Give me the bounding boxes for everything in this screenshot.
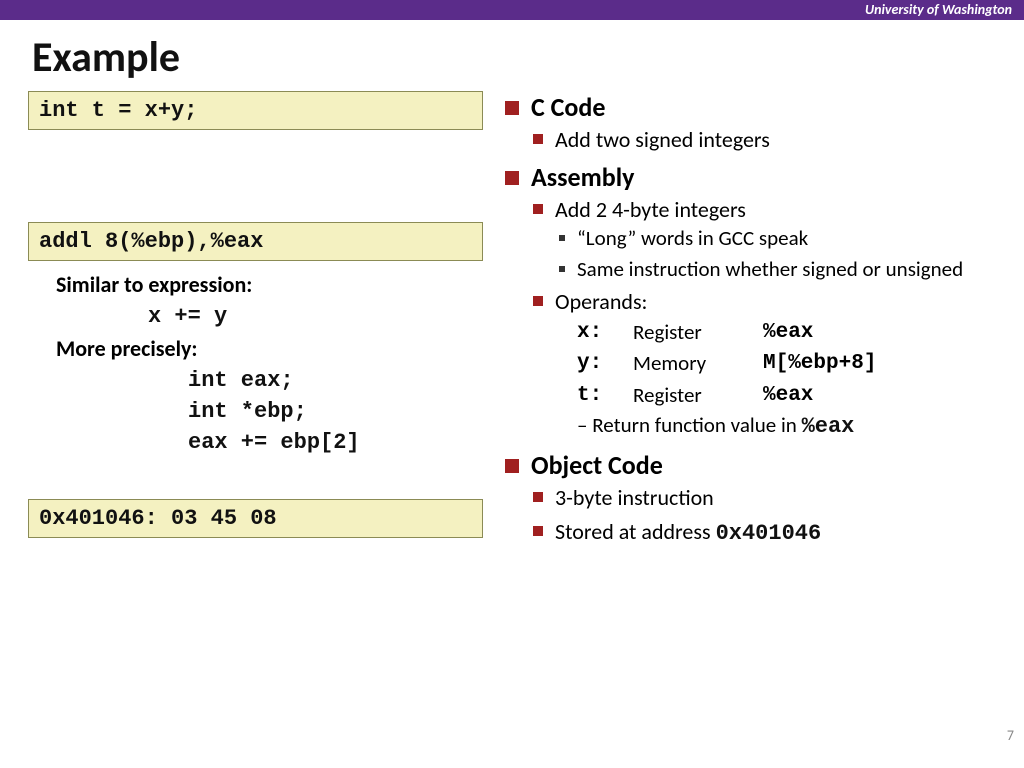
- line3: eax += ebp[2]: [188, 430, 483, 455]
- code-c-text: int t = x+y;: [39, 98, 197, 123]
- op-t-var: t:: [577, 380, 633, 412]
- op-y-var: y:: [577, 348, 633, 380]
- bullet-stored-at: Stored at address 0x401046: [531, 517, 996, 549]
- header-bar: University of Washington: [0, 0, 1024, 20]
- codebox-c: int t = x+y;: [28, 91, 483, 130]
- code-obj-text: 0x401046: 03 45 08: [39, 506, 277, 531]
- codebox-obj: 0x401046: 03 45 08: [28, 499, 483, 538]
- op-x-var: x:: [577, 317, 633, 349]
- heading-object-code: Object Code: [531, 449, 663, 481]
- code-asm-text: addl 8(%ebp),%eax: [39, 229, 263, 254]
- return-prefix: Return function value in: [592, 412, 801, 438]
- bullet-add-two: Add two signed integers: [531, 125, 996, 155]
- bullet-add-4byte: Add 2 4-byte integers “Long” words in GC…: [531, 195, 996, 283]
- operand-row-t: t: Register %eax: [577, 380, 996, 412]
- expr1: x += y: [148, 304, 483, 329]
- label-precise: More precisely:: [56, 335, 483, 362]
- return-note: Return function value in %eax: [577, 411, 996, 443]
- section-c-code: C Code Add two signed integers: [505, 91, 996, 155]
- bullet-long-words: “Long” words in GCC speak: [555, 224, 996, 252]
- return-reg: %eax: [802, 414, 855, 439]
- left-column: int t = x+y; addl 8(%ebp),%eax Similar t…: [28, 91, 483, 554]
- heading-c-code: C Code: [531, 91, 605, 123]
- op-x-loc: %eax: [763, 317, 813, 349]
- stored-prefix: Stored at address: [555, 518, 716, 545]
- heading-assembly: Assembly: [531, 161, 634, 193]
- codebox-asm: addl 8(%ebp),%eax: [28, 222, 483, 261]
- operand-row-y: y: Memory M[%ebp+8]: [577, 348, 996, 380]
- stored-addr: 0x401046: [716, 521, 822, 546]
- section-object-code: Object Code 3-byte instruction Stored at…: [505, 449, 996, 548]
- slide-body: Example int t = x+y; addl 8(%ebp),%eax S…: [0, 20, 1024, 750]
- bullet-operands: Operands: x: Register %eax y: Memory M[%…: [531, 287, 996, 443]
- label-similar: Similar to expression:: [56, 271, 483, 298]
- op-y-kind: Memory: [633, 348, 763, 380]
- line2: int *ebp;: [188, 399, 483, 424]
- org-name: University of Washington: [865, 1, 1012, 18]
- slide-title: Example: [32, 32, 996, 83]
- bullet-add-4byte-text: Add 2 4-byte integers: [555, 196, 746, 223]
- op-t-kind: Register: [633, 380, 763, 412]
- line1: int eax;: [188, 368, 483, 393]
- bullet-operands-text: Operands:: [555, 288, 647, 315]
- op-y-loc: M[%ebp+8]: [763, 348, 876, 380]
- op-t-loc: %eax: [763, 380, 813, 412]
- operand-row-x: x: Register %eax: [577, 317, 996, 349]
- section-assembly: Assembly Add 2 4-byte integers “Long” wo…: [505, 161, 996, 443]
- right-column: C Code Add two signed integers Assembly …: [505, 91, 996, 554]
- bullet-same-instr: Same instruction whether signed or unsig…: [555, 255, 996, 283]
- op-x-kind: Register: [633, 317, 763, 349]
- bullet-3byte: 3-byte instruction: [531, 483, 996, 513]
- page-number: 7: [1007, 727, 1014, 744]
